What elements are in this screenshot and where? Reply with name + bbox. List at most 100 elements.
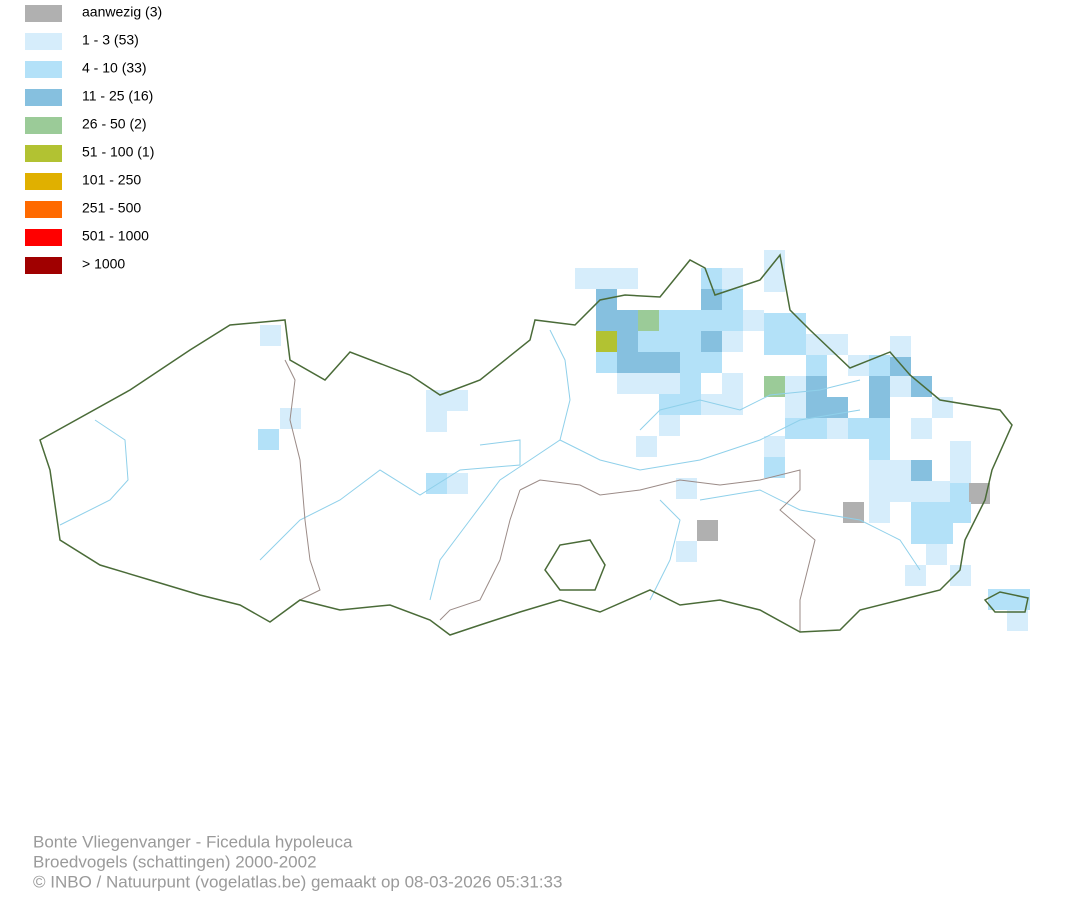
footer: Bonte Vliegenvanger - Ficedula hypoleuca… bbox=[33, 832, 562, 891]
grid-cell bbox=[701, 331, 722, 352]
grid-cell bbox=[988, 589, 1009, 610]
grid-cell bbox=[596, 352, 617, 373]
grid-cell bbox=[701, 394, 722, 415]
grid-cell bbox=[848, 418, 869, 439]
legend-swatch bbox=[25, 61, 62, 78]
grid-cell bbox=[869, 439, 890, 460]
grid-cell bbox=[680, 310, 701, 331]
river bbox=[699, 489, 921, 571]
grid-cell bbox=[680, 373, 701, 394]
grid-cell bbox=[911, 418, 932, 439]
grid-cell bbox=[638, 331, 659, 352]
grid-cell bbox=[722, 394, 743, 415]
grid-cell bbox=[806, 334, 827, 355]
grid-cell bbox=[785, 313, 806, 334]
grid-cell bbox=[659, 352, 680, 373]
grid-cell bbox=[806, 397, 827, 418]
grid-cell bbox=[659, 394, 680, 415]
grid-cell bbox=[638, 373, 659, 394]
grid-cell bbox=[722, 373, 743, 394]
grid-cell bbox=[676, 478, 697, 499]
grid-cell bbox=[932, 481, 953, 502]
grid-cell bbox=[806, 376, 827, 397]
grid-cell bbox=[659, 415, 680, 436]
grid-cell bbox=[596, 310, 617, 331]
grid-cell bbox=[785, 334, 806, 355]
grid-cell bbox=[869, 481, 890, 502]
legend-swatch bbox=[25, 145, 62, 162]
grid-cell bbox=[596, 289, 617, 310]
grid-cell bbox=[1009, 589, 1030, 610]
river bbox=[429, 409, 861, 601]
grid-cell bbox=[701, 289, 722, 310]
grid-cell bbox=[890, 481, 911, 502]
region-outline bbox=[39, 253, 1013, 636]
grid-cell bbox=[447, 473, 468, 494]
grid-cell bbox=[575, 268, 596, 289]
footer-line: © INBO / Natuurpunt (vogelatlas.be) gema… bbox=[33, 872, 562, 891]
grid-cell bbox=[890, 460, 911, 481]
footer-line: Broedvogels (schattingen) 2000-2002 bbox=[33, 852, 317, 871]
grid-cell bbox=[680, 352, 701, 373]
grid-cell bbox=[806, 418, 827, 439]
grid-cell bbox=[890, 336, 911, 357]
legend-swatch bbox=[25, 173, 62, 190]
grid-cell bbox=[659, 373, 680, 394]
grid-cell bbox=[785, 376, 806, 397]
grid-cell bbox=[258, 429, 279, 450]
grid-cell bbox=[932, 502, 953, 523]
grid-cell bbox=[596, 268, 617, 289]
legend-label: 101 - 250 bbox=[82, 172, 141, 188]
legend-swatch bbox=[25, 257, 62, 274]
grid-cell bbox=[260, 325, 281, 346]
river bbox=[259, 439, 521, 561]
grid-cell bbox=[764, 271, 785, 292]
grid-cell bbox=[890, 376, 911, 397]
border bbox=[439, 579, 491, 621]
grid-cell bbox=[785, 397, 806, 418]
grid-cell bbox=[911, 502, 932, 523]
grid-cell bbox=[843, 502, 864, 523]
grid-cell bbox=[764, 334, 785, 355]
grid-cell bbox=[722, 268, 743, 289]
legend-swatch bbox=[25, 5, 62, 22]
legend-label: aanwezig (3) bbox=[82, 4, 162, 20]
grid-cell bbox=[926, 544, 947, 565]
grid-cell bbox=[638, 352, 659, 373]
legend-swatch bbox=[25, 117, 62, 134]
grid-cell bbox=[617, 268, 638, 289]
grid-cell bbox=[426, 390, 447, 411]
grid-cell bbox=[617, 310, 638, 331]
grid-cell bbox=[869, 397, 890, 418]
grid-cell bbox=[932, 397, 953, 418]
border bbox=[489, 489, 521, 581]
grid-cell bbox=[676, 541, 697, 562]
legend-label: 11 - 25 (16) bbox=[82, 88, 153, 104]
legend-label: 4 - 10 (33) bbox=[82, 60, 147, 76]
river bbox=[649, 499, 681, 601]
enclave-outline bbox=[983, 591, 1029, 613]
grid-cell bbox=[911, 376, 932, 397]
legend-label: 251 - 500 bbox=[82, 200, 141, 216]
grid-cell bbox=[617, 373, 638, 394]
grid-cell bbox=[617, 331, 638, 352]
grid-cell bbox=[426, 411, 447, 432]
grid-cell bbox=[950, 462, 971, 483]
legend-label: 26 - 50 (2) bbox=[82, 116, 147, 132]
grid-cell bbox=[827, 418, 848, 439]
grid-cell bbox=[764, 376, 785, 397]
grid-cell bbox=[950, 565, 971, 586]
border bbox=[284, 359, 321, 601]
grid-cell bbox=[701, 310, 722, 331]
grid-cell bbox=[848, 355, 869, 376]
grid-cell bbox=[869, 502, 890, 523]
grid-cell bbox=[638, 310, 659, 331]
river bbox=[59, 419, 129, 526]
rivers bbox=[59, 329, 921, 601]
legend-label: 1 - 3 (53) bbox=[82, 32, 139, 48]
grid-cell bbox=[636, 436, 657, 457]
grid-cells bbox=[258, 250, 1030, 631]
grid-cell bbox=[447, 390, 468, 411]
grid-cell bbox=[911, 481, 932, 502]
